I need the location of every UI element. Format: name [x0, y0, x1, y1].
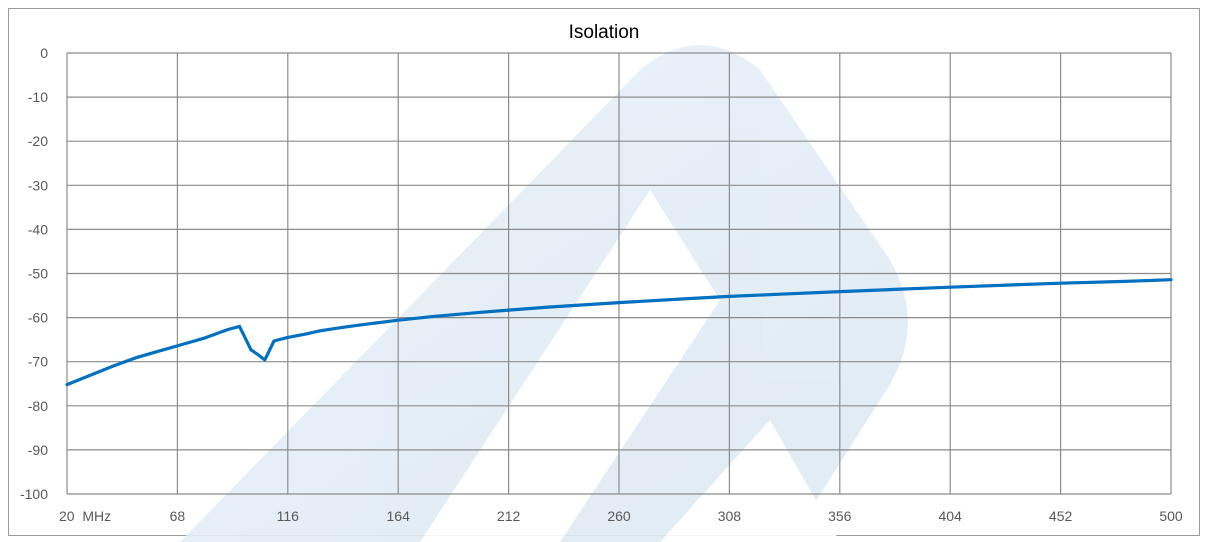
x-tick-label: 20 MHz	[59, 508, 111, 524]
y-tick-label: -50	[28, 266, 48, 282]
x-tick-label: 308	[718, 508, 742, 524]
y-tick-label: -30	[28, 177, 48, 193]
y-tick-label: 0	[40, 45, 48, 61]
series-layer	[65, 278, 1173, 387]
y-tick-label: -20	[28, 133, 48, 149]
x-tick-label: 68	[170, 508, 186, 524]
y-tick-label: -80	[28, 398, 48, 414]
x-tick-label: 452	[1049, 508, 1073, 524]
y-tick-label: -90	[28, 442, 48, 458]
y-axis-tick-labels: 0 -10 -20 -30 -40 -50 -60 -70 -80 -90 -100	[20, 45, 48, 502]
x-tick-label: 356	[828, 508, 852, 524]
x-tick-label: 404	[939, 508, 963, 524]
chart-title: Isolation	[569, 22, 640, 43]
watermark-logo	[180, 45, 908, 542]
y-tick-label: -100	[20, 486, 48, 502]
x-tick-label: 116	[277, 508, 300, 524]
x-tick-label: 500	[1159, 508, 1183, 524]
grid-lines	[66, 52, 1172, 495]
x-axis-tick-labels: 20 MHz 68 116 164 212 260 308 356 404 452 500	[59, 508, 1183, 524]
x-tick-label: 212	[497, 508, 521, 524]
y-tick-label: -10	[28, 89, 48, 105]
y-tick-label: -70	[28, 354, 48, 370]
series-line-0	[65, 278, 1173, 387]
x-tick-label: 164	[387, 508, 411, 524]
y-tick-label: -60	[28, 310, 48, 326]
x-tick-label: 260	[607, 508, 631, 524]
y-tick-label: -40	[28, 221, 48, 237]
